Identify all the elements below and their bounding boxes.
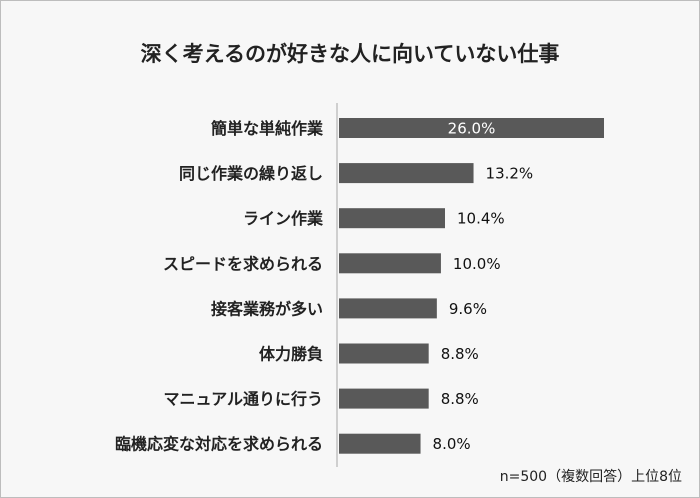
- bar: [339, 253, 441, 274]
- category-label: 接客業務が多い: [211, 299, 323, 318]
- sample-note: n=500（複数回答）上位8位: [499, 469, 682, 485]
- category-label: 同じ作業の繰り返し: [179, 164, 323, 183]
- data-label: 10.4%: [457, 210, 505, 228]
- bar: [339, 343, 429, 364]
- category-label: ライン作業: [243, 209, 324, 228]
- chart-title: 深く考えるのが好きな人に向いていない仕事: [140, 42, 560, 66]
- category-label: 簡単な単純作業: [210, 119, 324, 138]
- bar: [339, 208, 445, 229]
- data-label: 8.8%: [441, 390, 479, 408]
- bar: [339, 118, 604, 138]
- data-label: 8.8%: [441, 345, 479, 363]
- data-label: 9.6%: [449, 300, 487, 318]
- category-label: 臨機応変な対応を求められる: [115, 435, 323, 454]
- data-label: 10.0%: [453, 255, 501, 273]
- category-label: マニュアル通りに行う: [163, 390, 323, 409]
- category-label: スピードを求められる: [163, 254, 323, 273]
- bar: [339, 298, 437, 319]
- bar: [339, 433, 421, 454]
- bar: [339, 163, 474, 184]
- category-label: 体力勝負: [259, 345, 323, 364]
- bar: [339, 388, 429, 409]
- data-label: 13.2%: [486, 165, 534, 183]
- data-label: 26.0%: [448, 120, 496, 138]
- data-label: 8.0%: [433, 435, 471, 453]
